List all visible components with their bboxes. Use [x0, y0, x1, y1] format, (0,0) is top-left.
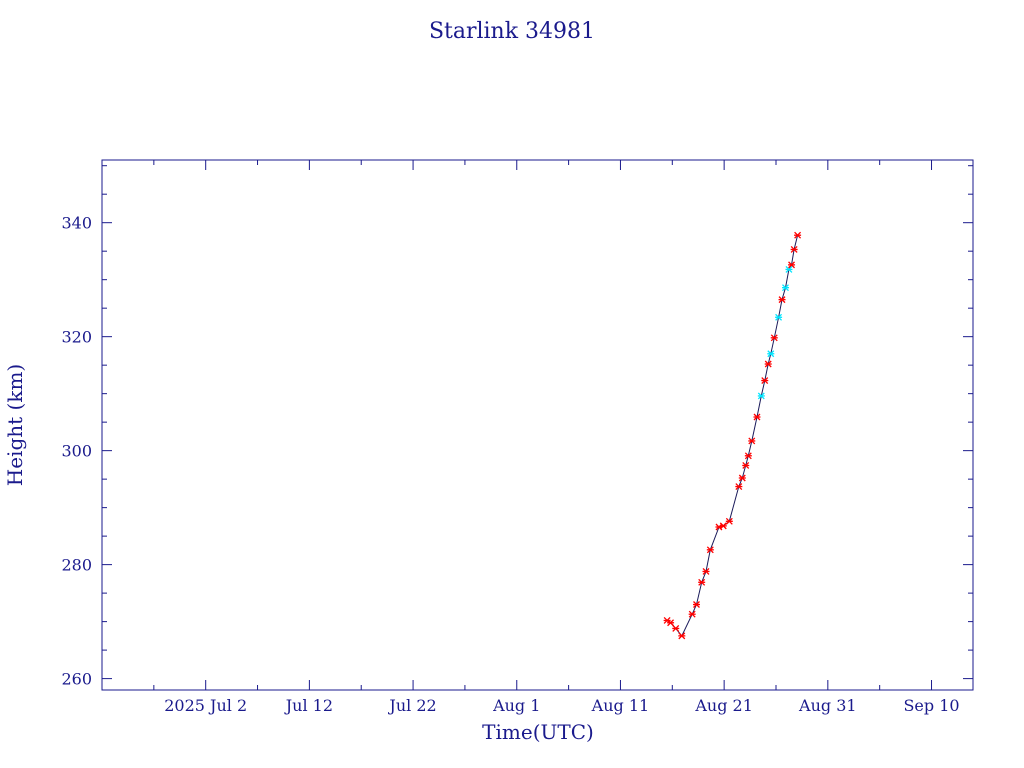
data-point	[757, 392, 765, 400]
data-point	[785, 265, 793, 273]
y-tick-label: 300	[61, 442, 92, 461]
x-tick-label: 2025 Jul 2	[164, 696, 247, 715]
data-point	[678, 632, 686, 640]
chart-title: Starlink 34981	[429, 19, 595, 44]
x-axis-label: Time(UTC)	[482, 720, 594, 744]
data-point	[735, 483, 743, 491]
data-point	[761, 377, 769, 385]
data-point	[778, 296, 786, 304]
data-point	[742, 462, 750, 469]
data-point	[738, 474, 746, 482]
data-point	[764, 360, 772, 368]
data-point	[753, 413, 761, 421]
x-axis: 2025 Jul 2 Jul 12 Jul 22 Aug 1 Aug 11 Aug 21 A…	[153, 160, 960, 715]
x-tick-label: Aug 31	[798, 696, 857, 715]
data-point	[767, 350, 775, 358]
data-point	[702, 568, 710, 575]
y-tick-label: 280	[61, 556, 92, 575]
data-point	[794, 231, 802, 239]
data-point	[788, 261, 796, 269]
data-point	[688, 610, 696, 618]
data-point	[719, 522, 727, 530]
x-tick-label: Aug 11	[591, 696, 650, 715]
plot-frame	[101, 159, 974, 691]
x-tick-label: Jul 22	[387, 696, 436, 715]
data-point	[775, 313, 783, 321]
data-point	[770, 334, 778, 342]
x-tick-label: Sep 10	[903, 696, 959, 715]
y-axis: 260 280 300 320 340	[61, 165, 973, 689]
data-point	[698, 578, 706, 586]
x-tick-label: Jul 12	[284, 696, 333, 715]
y-tick-label: 320	[61, 328, 92, 347]
data-point	[725, 517, 733, 525]
data-point	[744, 452, 752, 460]
data-point	[692, 601, 700, 608]
data-point	[672, 624, 680, 632]
series-height	[663, 231, 802, 640]
x-tick-label: Aug 1	[492, 696, 540, 715]
data-point	[790, 246, 798, 253]
data-point	[781, 284, 789, 292]
x-tick-label: Aug 21	[694, 696, 753, 715]
data-point	[667, 619, 675, 627]
data-point	[748, 437, 756, 445]
data-point	[706, 546, 714, 554]
y-tick-label: 340	[61, 214, 92, 233]
y-axis-label: Height (km)	[3, 364, 27, 486]
y-tick-label: 260	[61, 670, 92, 689]
series-line	[666, 235, 799, 637]
